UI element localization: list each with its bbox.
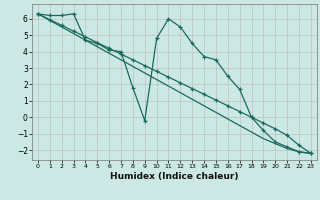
X-axis label: Humidex (Indice chaleur): Humidex (Indice chaleur) [110, 172, 239, 181]
